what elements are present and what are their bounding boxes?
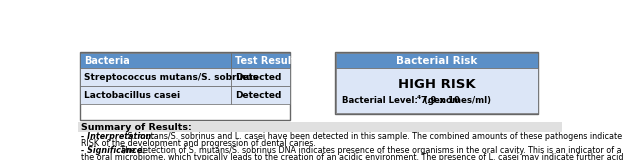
Text: Detected: Detected bbox=[235, 91, 281, 100]
Text: (genomes/ml): (genomes/ml) bbox=[421, 96, 490, 105]
Text: S. mutans/S. sobrinus and L. casei have been detected in this sample. The combin: S. mutans/S. sobrinus and L. casei have … bbox=[125, 132, 624, 141]
Text: RISK of the development and progression of dental caries.: RISK of the development and progression … bbox=[81, 139, 316, 148]
Bar bbox=[232, 68, 290, 86]
Bar bbox=[79, 52, 290, 120]
Bar bbox=[335, 52, 539, 114]
Text: Test Result: Test Result bbox=[235, 56, 296, 66]
Bar bbox=[232, 53, 290, 68]
Text: the oral microbiome, which typically leads to the creation of an acidic environm: the oral microbiome, which typically lea… bbox=[81, 153, 624, 160]
Text: Bacteria: Bacteria bbox=[84, 56, 130, 66]
Text: Lactobacillus casei: Lactobacillus casei bbox=[84, 91, 180, 100]
Bar bbox=[80, 68, 232, 86]
Bar bbox=[336, 53, 537, 68]
Bar bbox=[80, 53, 232, 68]
Bar bbox=[80, 86, 232, 104]
Text: The detection of S. mutans/S. sobrinus DNA indicates presence of these organisms: The detection of S. mutans/S. sobrinus D… bbox=[119, 146, 624, 155]
Text: 4: 4 bbox=[417, 95, 421, 100]
Bar bbox=[336, 68, 537, 113]
Text: Detected: Detected bbox=[235, 73, 281, 82]
Text: HIGH RISK: HIGH RISK bbox=[398, 78, 475, 91]
Text: Bacterial Level: 7.9 x 10: Bacterial Level: 7.9 x 10 bbox=[343, 96, 460, 105]
Text: Summary of Results:: Summary of Results: bbox=[81, 123, 192, 132]
Bar bbox=[232, 86, 290, 104]
Text: Streptococcus mutans/S. sobrinus: Streptococcus mutans/S. sobrinus bbox=[84, 73, 258, 82]
Bar bbox=[78, 122, 562, 132]
Text: - Interpretation:: - Interpretation: bbox=[81, 132, 155, 141]
Text: Bacterial Risk: Bacterial Risk bbox=[396, 56, 477, 66]
Text: - Significance:: - Significance: bbox=[81, 146, 145, 155]
